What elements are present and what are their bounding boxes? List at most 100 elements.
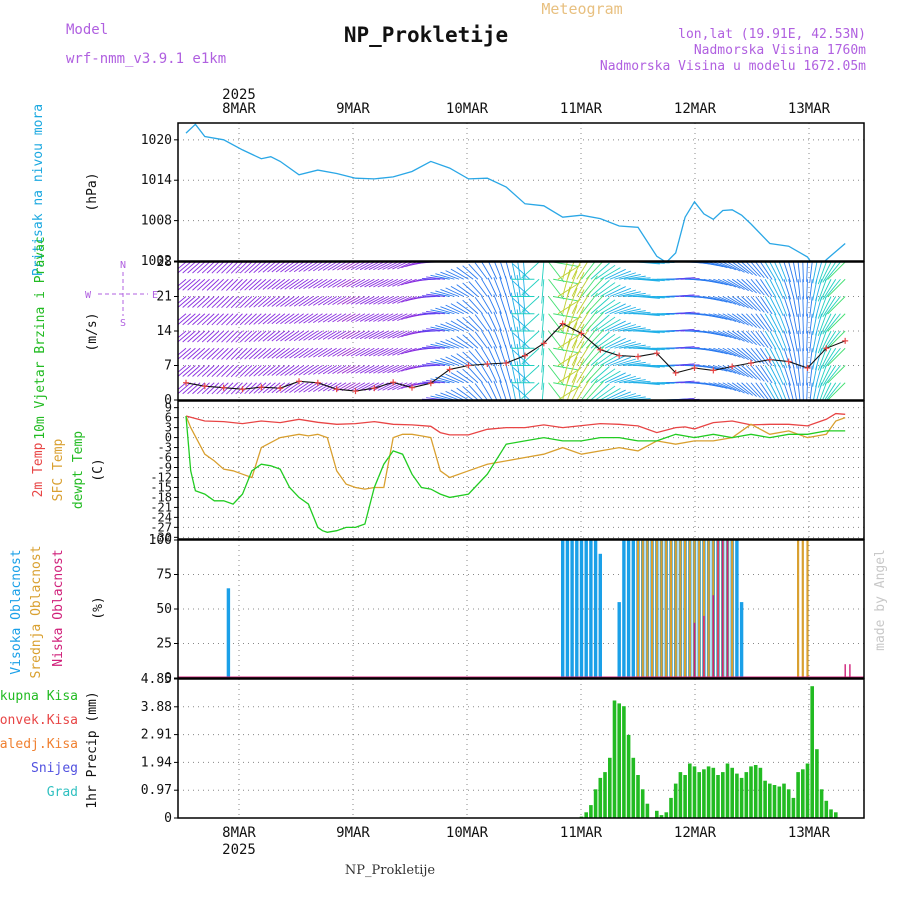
wind-barb [541,382,545,400]
wind-barb [178,365,187,373]
wind-barb [487,312,498,332]
pressure-axis-label: Pritisak na nivou mora [31,104,46,276]
precip-bar [721,772,725,818]
wind-barb [187,313,201,326]
wind-barb [211,382,224,395]
wind-barb [566,374,578,400]
wind-barb [421,364,441,366]
wind-barb [445,373,464,384]
cloud-bar [674,540,677,678]
wind-barb [824,313,841,334]
wind-barb [253,262,267,273]
wind-barb [519,262,521,263]
y-tick-label: 0 [164,671,172,686]
wind-barb [450,372,469,384]
wind-barb [201,313,215,326]
wind-barb [317,365,333,375]
wind-barb [614,358,636,366]
wind-barb [778,365,788,386]
precip-bar [622,706,626,818]
precip-bar [664,812,669,818]
wind-barb [341,365,356,374]
wind-barb [722,365,741,376]
wind-barb [499,311,507,332]
wind-barb [562,303,571,332]
wind-barb [731,330,749,343]
wind-barb [456,301,474,315]
wind-barb [192,330,206,343]
wind-barb [289,382,304,393]
wind-barb [675,346,695,349]
precip-bar [589,805,593,818]
cloud-bar [679,540,682,678]
wind-barb [456,335,474,349]
wind-barb [368,330,384,340]
wind-barb [253,296,267,308]
compass-rose-icon: N W E S [85,260,158,329]
wind-barb [614,272,636,280]
wind-barb [736,365,753,379]
wind-barb [562,286,571,314]
wind-barb [493,277,502,297]
wind-barb [206,382,220,395]
wind-barb [675,311,695,315]
wind-barb [524,262,525,263]
wind-barb [178,330,187,339]
wind-barb [178,296,192,308]
wind-barb [298,313,314,324]
wind-barb [802,330,804,352]
cloud-bar [717,540,719,678]
wind-barb [262,262,276,273]
wind-barb [516,343,521,366]
wind-barb [445,339,464,349]
wind-barb [511,262,517,280]
wind-barb [820,296,832,319]
wind-barb [197,365,210,377]
wind-barb [824,365,841,385]
wind-barb [377,296,394,305]
wind-barb [521,262,540,279]
precip-bar [763,780,767,818]
wind-barb [332,365,347,374]
wind-barb [727,347,745,359]
pressure-unit: (hPa) [85,172,100,211]
wind-barb [317,262,333,272]
wind-barb [675,363,695,366]
wind-barb [736,313,753,327]
wind-barb [486,262,488,263]
wind-barb [355,278,370,288]
cloud-bar [688,540,691,678]
wind-barb [440,306,460,315]
cloud-bar [801,540,804,678]
wind-barb [600,388,621,400]
wind-barb [298,262,314,272]
wind-barb [244,296,257,308]
wind-barb [755,365,769,383]
wind-barb [590,314,610,332]
wind-barb [510,262,511,263]
wind-barb [750,382,765,399]
wind-barb [499,345,507,366]
wind-barb [401,262,417,269]
wind-barb [239,313,253,326]
wind-barb [298,347,314,359]
wind-barb [474,365,488,384]
wind-barb [807,399,808,400]
wind-barb [445,270,464,280]
wind-barb [822,262,837,283]
wind-barb [512,332,531,349]
wind-barb [267,278,281,290]
wind-barb [731,313,749,326]
wind-barb [355,296,370,305]
wind-barb [493,311,502,332]
wind-barb [675,294,695,297]
wind-barb [783,365,791,386]
wind-barb [284,365,300,376]
wind-barb [504,276,512,297]
wind-barb [226,278,239,291]
wind-barb [802,313,804,334]
wind-barb [346,382,361,391]
wind-barb [809,313,813,335]
wind-barb [581,275,598,297]
wind-barb [703,347,724,354]
